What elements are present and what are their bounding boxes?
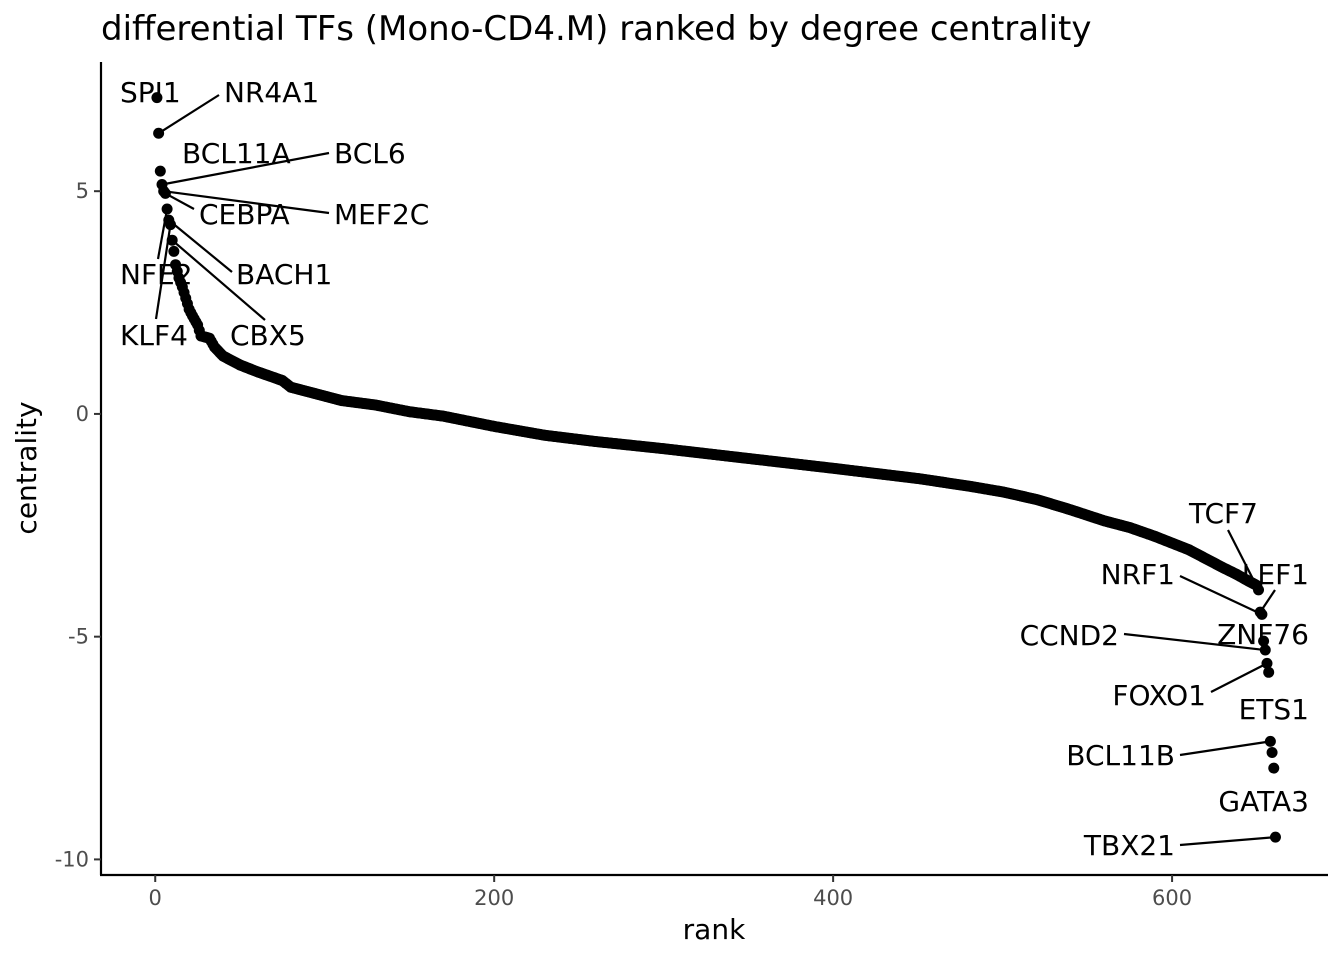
leader-line-ccnd2 bbox=[1123, 632, 1266, 652]
chart-title: differential TFs (Mono-CD4.M) ranked by … bbox=[101, 9, 1091, 49]
x-tick-label: 400 bbox=[813, 886, 853, 910]
leader-line-bcl6 bbox=[161, 151, 330, 186]
leader-line-foxo1 bbox=[1210, 662, 1268, 693]
point-label-znf76: ZNF76 bbox=[1217, 618, 1309, 651]
data-point-gata3 bbox=[1266, 746, 1278, 758]
leader-line-tbx21 bbox=[1179, 836, 1276, 847]
x-tick-label: 0 bbox=[149, 886, 162, 910]
point-label-nr4a1: NR4A1 bbox=[224, 76, 319, 109]
data-point-nrf1 bbox=[1256, 608, 1268, 620]
data-point-klf4 bbox=[164, 219, 176, 231]
point-label-spi1: SPI1 bbox=[120, 76, 181, 109]
data-point bbox=[168, 245, 180, 257]
point-label-gata3: GATA3 bbox=[1218, 785, 1309, 818]
y-axis-title: centrality bbox=[10, 401, 43, 534]
data-point-ets1 bbox=[1263, 666, 1275, 678]
y-tick-label: 0 bbox=[76, 402, 89, 426]
point-label-cebpa: CEBPA bbox=[199, 198, 290, 231]
data-point-znf76 bbox=[1258, 635, 1270, 647]
data-point-foxo1 bbox=[1261, 657, 1273, 669]
point-label-bcl11b: BCL11B bbox=[1066, 739, 1175, 772]
point-label-bcl6: BCL6 bbox=[334, 137, 406, 170]
point-label-cbx5: CBX5 bbox=[230, 319, 306, 352]
point-label-tcf7: TCF7 bbox=[1188, 497, 1258, 530]
point-label-ets1: ETS1 bbox=[1239, 693, 1309, 726]
x-tick-label: 600 bbox=[1152, 886, 1192, 910]
data-point-nr4a1 bbox=[153, 127, 165, 139]
leader-line-nrf1 bbox=[1179, 575, 1263, 616]
label-leaders bbox=[154, 94, 1276, 847]
leader-line-cbx5 bbox=[171, 239, 266, 321]
point-label-tbx21: TBX21 bbox=[1083, 829, 1175, 862]
point-label-lef1: LEF1 bbox=[1242, 558, 1309, 591]
data-point-tcf7 bbox=[1253, 584, 1265, 596]
point-label-foxo1: FOXO1 bbox=[1112, 679, 1206, 712]
data-points bbox=[151, 92, 1281, 843]
leader-line-bach1 bbox=[168, 219, 233, 273]
data-point-bcl11b bbox=[1264, 735, 1276, 747]
x-tick-label: 200 bbox=[474, 886, 514, 910]
y-axis-ticks: -10 -5 0 5 bbox=[55, 179, 101, 871]
data-point bbox=[1268, 762, 1280, 774]
x-axis-title: rank bbox=[683, 913, 746, 946]
leader-line-nr4a1 bbox=[158, 94, 220, 135]
point-label-klf4: KLF4 bbox=[120, 319, 188, 352]
point-label-bach1: BACH1 bbox=[236, 258, 332, 291]
leader-line-mef2c bbox=[163, 190, 330, 215]
y-tick-label: -5 bbox=[68, 625, 89, 649]
point-label-nrf1: NRF1 bbox=[1101, 558, 1175, 591]
point-label-nfe2: NFE2 bbox=[120, 258, 193, 291]
data-point-spi1 bbox=[151, 92, 163, 104]
data-point-tbx21 bbox=[1269, 831, 1281, 843]
data-point-cbx5 bbox=[166, 234, 178, 246]
data-point-nfe2 bbox=[161, 203, 173, 215]
data-point-bcl11a bbox=[154, 165, 166, 177]
leader-line-bcl11b bbox=[1179, 740, 1271, 757]
x-axis-ticks: 0 200 400 600 bbox=[149, 875, 1192, 910]
data-point-cebpa bbox=[159, 187, 171, 199]
point-label-ccnd2: CCND2 bbox=[1020, 619, 1119, 652]
point-label-bcl11a: BCL11A bbox=[182, 137, 291, 170]
y-tick-label: -10 bbox=[55, 847, 89, 871]
point-label-mef2c: MEF2C bbox=[334, 198, 429, 231]
y-tick-label: 5 bbox=[76, 179, 89, 203]
data-point-ccnd2 bbox=[1259, 644, 1271, 656]
